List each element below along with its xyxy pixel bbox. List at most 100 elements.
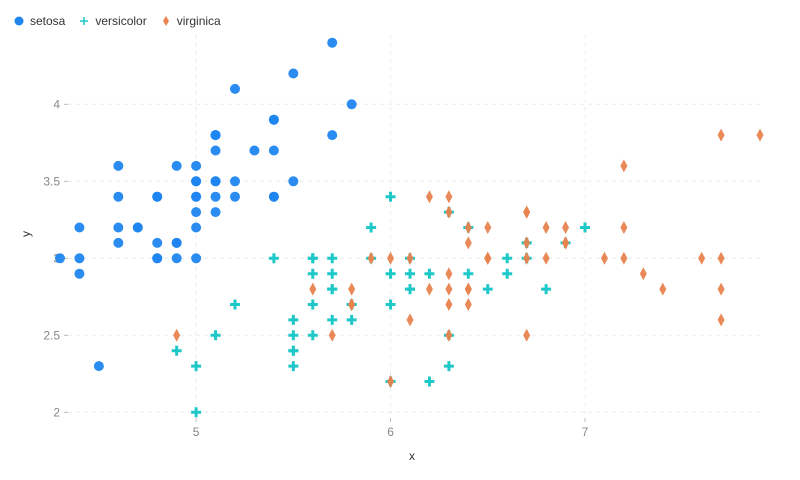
data-point-setosa [210, 207, 221, 218]
data-point-setosa [191, 253, 202, 264]
data-point-virginica [717, 282, 725, 296]
data-point-setosa [74, 222, 85, 233]
data-point-virginica [387, 375, 395, 388]
data-point-versicolor [288, 314, 299, 325]
data-point-virginica [348, 282, 356, 296]
data-point-virginica [445, 328, 453, 342]
data-point-setosa [191, 207, 202, 218]
legend-item-setosa[interactable]: setosa [14, 14, 65, 28]
data-point-virginica [367, 251, 375, 265]
y-tick-label: 2.5 [43, 328, 60, 342]
y-tick-label: 2 [53, 405, 60, 419]
data-point-versicolor [191, 361, 202, 372]
plus-marker-icon [80, 17, 89, 25]
data-point-virginica [523, 205, 531, 219]
data-point-setosa [132, 222, 143, 233]
data-point-versicolor [385, 191, 396, 202]
data-point-virginica [445, 205, 453, 219]
data-point-setosa [288, 68, 299, 79]
data-point-setosa [113, 237, 124, 248]
data-point-virginica [717, 251, 725, 265]
data-point-versicolor [327, 268, 338, 279]
data-point-setosa [210, 145, 221, 156]
data-point-virginica [523, 251, 531, 265]
data-point-versicolor [502, 253, 513, 264]
data-point-setosa [268, 114, 279, 125]
data-point-virginica [387, 251, 395, 265]
data-point-virginica [348, 298, 356, 311]
data-point-setosa [93, 361, 104, 372]
data-point-setosa [210, 176, 221, 187]
data-point-versicolor [385, 299, 396, 310]
data-point-versicolor [307, 299, 318, 310]
y-axis-title: y [19, 231, 33, 237]
data-point-virginica [445, 298, 453, 311]
data-point-virginica [523, 236, 531, 250]
data-point-virginica [562, 236, 570, 250]
data-point-virginica [659, 282, 667, 296]
data-point-setosa [268, 191, 279, 202]
data-point-setosa [230, 176, 240, 187]
data-point-virginica [542, 221, 550, 234]
data-point-versicolor [405, 284, 415, 295]
data-point-versicolor [541, 284, 552, 295]
data-point-virginica [464, 221, 472, 234]
data-point-virginica [542, 251, 550, 265]
data-point-setosa [191, 176, 202, 187]
data-point-versicolor [307, 330, 318, 341]
data-point-setosa [288, 176, 299, 187]
data-point-versicolor [210, 330, 221, 341]
data-point-versicolor [482, 284, 493, 295]
data-point-virginica [173, 328, 181, 342]
data-point-setosa [268, 145, 279, 156]
data-point-setosa [113, 160, 124, 171]
data-point-setosa [152, 191, 163, 202]
y-tick-label: 4 [53, 97, 60, 111]
data-point-versicolor [502, 268, 513, 279]
data-point-setosa [74, 253, 85, 264]
data-point-versicolor [327, 314, 338, 325]
data-point-versicolor [424, 376, 435, 387]
grid [68, 35, 760, 414]
data-point-virginica [445, 282, 453, 296]
data-point-versicolor [463, 268, 474, 279]
data-point-versicolor [288, 330, 299, 341]
data-point-virginica [445, 267, 453, 281]
x-tick-label: 6 [387, 425, 394, 439]
legend-item-virginica[interactable]: virginica [161, 14, 221, 28]
data-point-virginica [717, 313, 725, 327]
data-point-virginica [425, 282, 433, 296]
data-point-setosa [230, 191, 240, 202]
data-point-versicolor [307, 253, 318, 264]
data-point-virginica [406, 251, 414, 265]
x-axis-title: x [409, 449, 415, 463]
data-point-virginica [523, 328, 531, 342]
data-point-virginica [328, 328, 336, 342]
data-point-setosa [152, 253, 163, 264]
data-point-versicolor [424, 268, 435, 279]
data-point-versicolor [307, 268, 318, 279]
data-point-virginica [445, 190, 453, 204]
data-point-setosa [113, 222, 124, 233]
data-points [55, 37, 764, 418]
legend-item-versicolor[interactable]: versicolor [79, 14, 147, 28]
data-point-setosa [113, 191, 124, 202]
data-point-versicolor [171, 345, 182, 356]
data-point-virginica [484, 221, 492, 234]
data-point-virginica [425, 190, 433, 204]
data-point-virginica [600, 251, 608, 265]
data-point-versicolor [191, 407, 202, 418]
data-point-setosa [210, 191, 221, 202]
data-point-setosa [191, 160, 202, 171]
data-point-setosa [191, 191, 202, 202]
data-point-virginica [464, 282, 472, 296]
data-point-virginica [464, 236, 472, 250]
data-point-setosa [230, 83, 240, 94]
data-point-virginica [620, 159, 628, 173]
data-point-setosa [171, 253, 182, 264]
data-point-versicolor [327, 284, 338, 295]
data-point-versicolor [443, 361, 454, 372]
data-point-versicolor [385, 268, 396, 279]
